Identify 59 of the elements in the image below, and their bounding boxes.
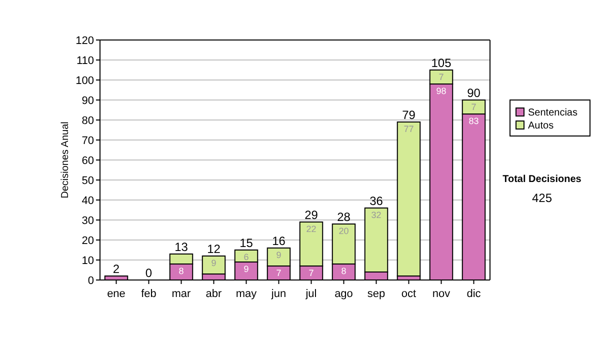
x-tick-label: sep bbox=[367, 288, 386, 300]
x-tick-label: feb bbox=[141, 288, 156, 300]
data-label: 7 bbox=[438, 72, 444, 82]
legend-label: Sentencias bbox=[528, 108, 578, 118]
text: 425 bbox=[532, 191, 552, 205]
total-label: 28 bbox=[337, 210, 351, 224]
x-tick-label: abr bbox=[206, 288, 222, 300]
x-tick-label: ago bbox=[334, 288, 353, 300]
y-tick-label: 40 bbox=[82, 194, 94, 207]
total-label: 29 bbox=[304, 208, 318, 222]
y-tick-label: 30 bbox=[82, 214, 94, 227]
data-label: 77 bbox=[404, 124, 414, 134]
data-label: 9 bbox=[244, 264, 249, 274]
y-tick-label: 20 bbox=[82, 234, 94, 247]
x-tick-label: oct bbox=[401, 288, 416, 300]
x-tick-label: jul bbox=[304, 288, 317, 300]
data-label: 9 bbox=[211, 258, 216, 268]
total-label: 0 bbox=[145, 266, 152, 280]
total-label: 105 bbox=[431, 56, 452, 70]
data-label: 9 bbox=[276, 250, 282, 260]
y-tick-label: 10 bbox=[82, 254, 94, 267]
y-tick-label: 110 bbox=[76, 54, 94, 67]
total-label: 36 bbox=[370, 194, 384, 208]
x-tick-label: mar bbox=[172, 288, 192, 300]
data-label: 7 bbox=[471, 102, 476, 112]
y-tick-label: 90 bbox=[82, 94, 94, 107]
data-label: 20 bbox=[338, 226, 349, 236]
data-label: 83 bbox=[468, 116, 479, 126]
y-tick-label: 100 bbox=[76, 74, 94, 87]
total-label: 15 bbox=[240, 236, 254, 250]
bar bbox=[396, 122, 421, 276]
total-label: 12 bbox=[207, 242, 221, 256]
y-axis-title: Decisiones Anual bbox=[60, 122, 71, 198]
total-label: 2 bbox=[112, 262, 120, 276]
y-tick-label: 50 bbox=[82, 174, 94, 187]
text: Total Decisiones bbox=[502, 174, 582, 185]
data-label: 8 bbox=[178, 266, 184, 276]
data-label: 7 bbox=[276, 268, 282, 278]
data-label: 32 bbox=[371, 210, 382, 220]
x-tick-label: may bbox=[236, 288, 258, 300]
y-tick-label: 60 bbox=[82, 154, 94, 167]
legend-label: Autos bbox=[528, 120, 554, 132]
x-tick-label: dic bbox=[466, 288, 482, 300]
total-label: 90 bbox=[467, 86, 481, 100]
y-tick-label: 0 bbox=[88, 274, 94, 287]
y-tick-label: 70 bbox=[82, 134, 94, 147]
data-label: 6 bbox=[244, 252, 249, 262]
y-tick-label: 80 bbox=[82, 114, 94, 127]
data-label: 8 bbox=[341, 266, 346, 276]
x-tick-label: ene bbox=[107, 288, 126, 300]
total-label: 16 bbox=[272, 234, 286, 248]
total-label: 13 bbox=[174, 240, 188, 254]
data-label: 7 bbox=[308, 268, 314, 278]
x-tick-label: jun bbox=[270, 288, 286, 300]
y-tick-label: 120 bbox=[76, 34, 94, 47]
x-tick-label: nov bbox=[432, 288, 451, 300]
total-label: 79 bbox=[402, 108, 416, 122]
data-label: 98 bbox=[436, 86, 446, 96]
data-label: 22 bbox=[306, 224, 316, 234]
